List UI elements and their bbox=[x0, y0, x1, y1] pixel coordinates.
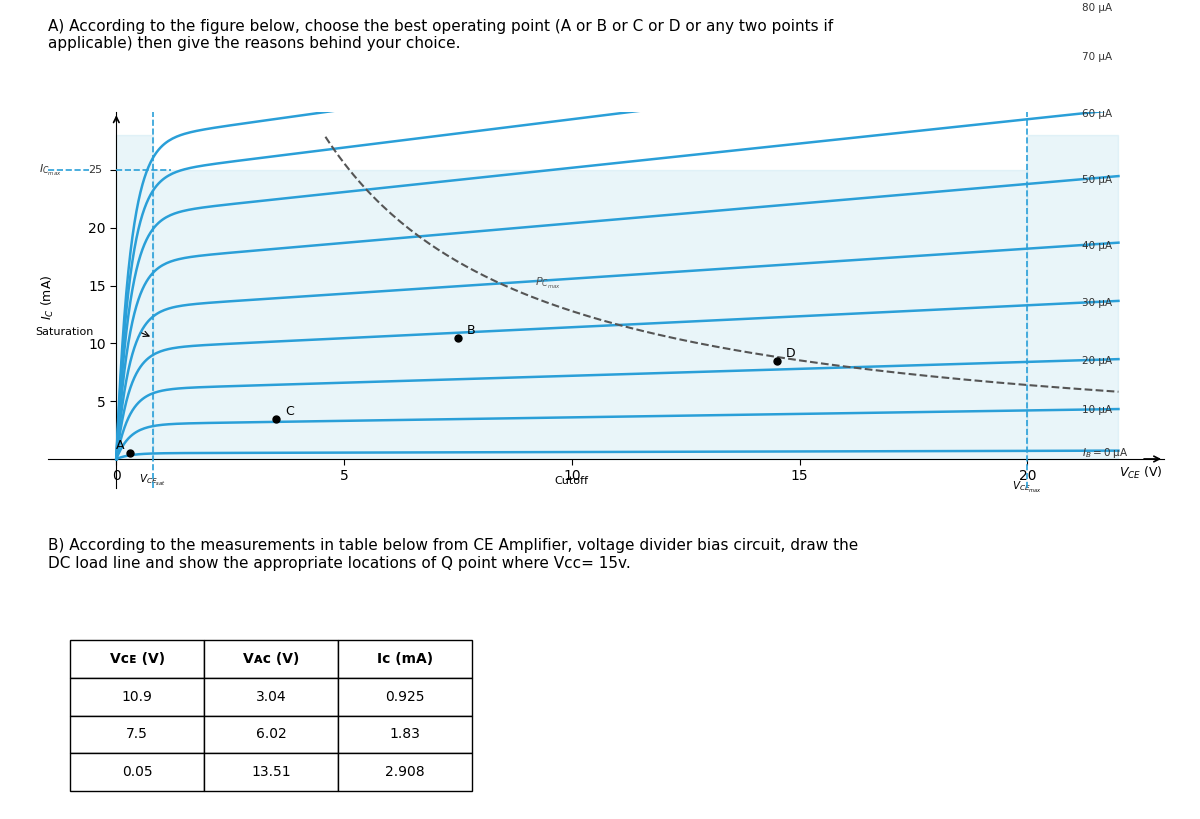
Text: Vᴄᴇ (V): Vᴄᴇ (V) bbox=[109, 652, 164, 666]
Text: B: B bbox=[467, 324, 475, 337]
Text: 2.908: 2.908 bbox=[385, 765, 425, 779]
Text: 10 μA: 10 μA bbox=[1082, 405, 1112, 414]
FancyBboxPatch shape bbox=[71, 678, 204, 716]
Text: 80 μA: 80 μA bbox=[1082, 2, 1112, 13]
Text: $I_B = 0$ μA: $I_B = 0$ μA bbox=[1082, 446, 1129, 460]
Text: 13.51: 13.51 bbox=[251, 765, 292, 779]
Text: 25: 25 bbox=[89, 165, 103, 175]
Text: D: D bbox=[786, 347, 796, 360]
Text: $I_{C_{max}}$: $I_{C_{max}}$ bbox=[40, 162, 61, 178]
Text: 30 μA: 30 μA bbox=[1082, 298, 1112, 308]
Text: 70 μA: 70 μA bbox=[1082, 52, 1112, 62]
Text: 0.925: 0.925 bbox=[385, 690, 425, 704]
Text: 3.04: 3.04 bbox=[256, 690, 287, 704]
Text: 60 μA: 60 μA bbox=[1082, 110, 1112, 120]
Text: C: C bbox=[284, 405, 294, 418]
Text: 7.5: 7.5 bbox=[126, 727, 149, 741]
FancyBboxPatch shape bbox=[71, 716, 204, 753]
Text: 50 μA: 50 μA bbox=[1082, 175, 1112, 185]
Text: B) According to the measurements in table below from CE Amplifier, voltage divid: B) According to the measurements in tabl… bbox=[48, 538, 858, 571]
Text: 0.05: 0.05 bbox=[122, 765, 152, 779]
FancyBboxPatch shape bbox=[204, 678, 338, 716]
Text: Saturation: Saturation bbox=[35, 327, 94, 337]
FancyBboxPatch shape bbox=[71, 640, 204, 678]
FancyBboxPatch shape bbox=[204, 716, 338, 753]
FancyBboxPatch shape bbox=[338, 753, 472, 790]
Text: 1.83: 1.83 bbox=[390, 727, 420, 741]
Text: $I_C$ (mA): $I_C$ (mA) bbox=[40, 274, 56, 320]
Text: Vᴀᴄ (V): Vᴀᴄ (V) bbox=[244, 652, 299, 666]
FancyBboxPatch shape bbox=[204, 753, 338, 790]
Text: A) According to the figure below, choose the best operating point (A or B or C o: A) According to the figure below, choose… bbox=[48, 19, 833, 51]
Text: $V_{CE_{max}}$: $V_{CE_{max}}$ bbox=[1013, 480, 1043, 495]
Text: 6.02: 6.02 bbox=[256, 727, 287, 741]
FancyBboxPatch shape bbox=[338, 716, 472, 753]
FancyBboxPatch shape bbox=[338, 678, 472, 716]
Text: Cutoff: Cutoff bbox=[554, 477, 589, 486]
Text: A: A bbox=[116, 438, 125, 451]
FancyBboxPatch shape bbox=[338, 640, 472, 678]
Text: $V_{CE}$ (V): $V_{CE}$ (V) bbox=[1120, 464, 1163, 481]
FancyBboxPatch shape bbox=[204, 640, 338, 678]
Text: $P_{C_{max}}$: $P_{C_{max}}$ bbox=[535, 276, 562, 291]
Text: 20 μA: 20 μA bbox=[1082, 355, 1112, 365]
Text: 40 μA: 40 μA bbox=[1082, 241, 1112, 251]
FancyBboxPatch shape bbox=[71, 753, 204, 790]
Text: 10.9: 10.9 bbox=[122, 690, 152, 704]
Text: Iᴄ (mA): Iᴄ (mA) bbox=[377, 652, 433, 666]
Text: $V_{CE_{sat}}$: $V_{CE_{sat}}$ bbox=[139, 473, 166, 488]
